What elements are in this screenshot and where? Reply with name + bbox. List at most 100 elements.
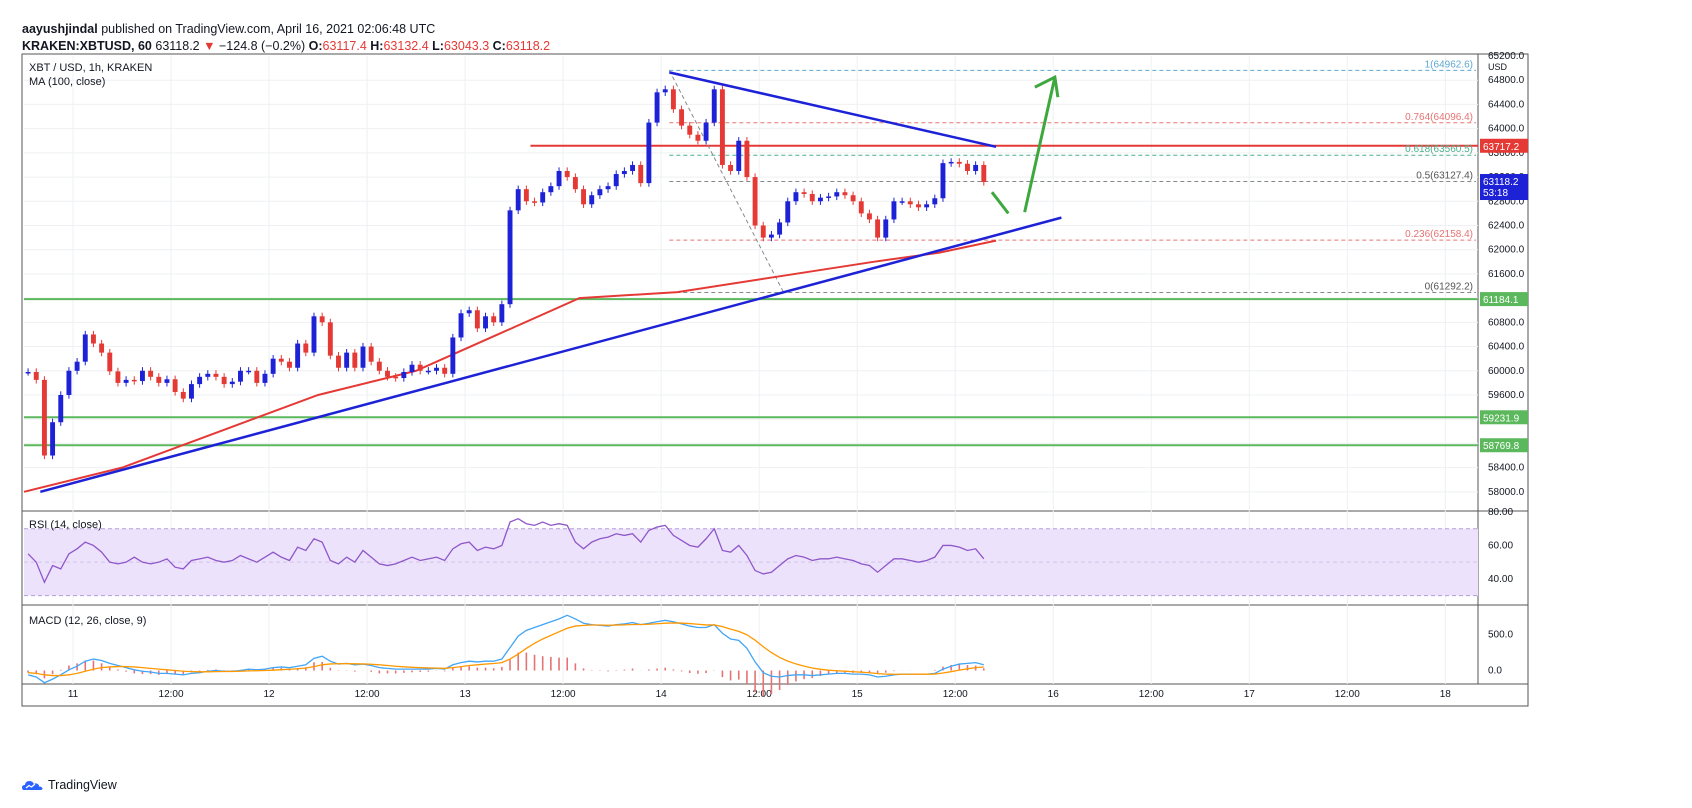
candle-body [33, 371, 39, 380]
price-tick-label: 64800.0 [1488, 75, 1525, 86]
candle-body [491, 316, 497, 323]
last-price-tag [1480, 174, 1528, 201]
price-change: −124.8 (−0.2%) [218, 39, 306, 53]
price-tick-label: 63600.0 [1488, 148, 1525, 159]
trendline [669, 71, 997, 149]
publish-info: published on TradingView.com, April 16, … [101, 22, 436, 36]
candle-body [66, 370, 72, 395]
candle-body [809, 194, 815, 202]
candle-body [99, 343, 105, 353]
time-tick-label: 12 [263, 689, 275, 700]
candle-body [548, 186, 554, 193]
rsi-tick-label: 80.00 [1488, 507, 1513, 518]
fib-level-label: 0.236(62158.4) [1405, 229, 1473, 240]
candle-body [442, 367, 448, 374]
candle-body [74, 361, 80, 371]
candle-body [50, 422, 56, 456]
candle-body [768, 234, 774, 238]
price-tick-label: 61600.0 [1488, 269, 1525, 280]
author-name[interactable]: aayushjindal [22, 22, 98, 36]
low-value: 63043.3 [443, 39, 490, 53]
candle-body [564, 171, 570, 178]
currency-label: USD [1488, 62, 1508, 72]
price-tick-label: 62000.0 [1488, 245, 1525, 256]
candle-body [450, 337, 456, 374]
arrow-head-icon [1034, 74, 1060, 98]
candle-body [164, 379, 170, 383]
candle-body [695, 134, 701, 141]
price-level-label: 61184.1 [1483, 295, 1519, 306]
candle-body [826, 196, 832, 198]
candle-body [385, 370, 390, 377]
price-level-tag [1480, 138, 1528, 153]
candle-body [662, 89, 668, 93]
candle-body [466, 310, 472, 314]
candle-body [303, 343, 309, 353]
candle-body [352, 352, 358, 368]
candle-body [581, 189, 586, 205]
price-tick-label: 65200.0 [1488, 51, 1525, 62]
candle-body [638, 164, 644, 184]
change-arrow-icon: ▼ [203, 39, 216, 53]
candle-body [613, 174, 619, 187]
time-tick-label: 17 [1244, 689, 1256, 700]
candle-body [115, 371, 121, 383]
candle-body [319, 316, 325, 323]
candle-body [932, 198, 938, 205]
last-price-label: 63118.2 [1483, 177, 1519, 188]
trendline [40, 216, 1062, 494]
symbol-label: KRAKEN:XBTUSD, 60 [22, 39, 152, 53]
tradingview-cloud-icon [22, 781, 43, 790]
candle-body [744, 140, 750, 178]
close-label: C: [492, 39, 506, 53]
candle-body [123, 379, 129, 383]
macd-line [27, 614, 984, 684]
candle-body [131, 379, 137, 382]
time-tick-label: 14 [656, 689, 668, 700]
fib-level-label: 1(64962.6) [1425, 59, 1473, 70]
ohlc-line: KRAKEN:XBTUSD, 60 63118.2 ▼ −124.8 (−0.2… [22, 39, 550, 53]
candle-body [58, 394, 64, 423]
candle-body [891, 201, 897, 220]
price-level-tag [1480, 410, 1528, 425]
price-level-tag [1480, 438, 1528, 453]
macd-signal-line [28, 622, 984, 677]
candle-body [646, 122, 652, 184]
candle-body [327, 322, 333, 356]
candle-body [148, 370, 154, 377]
candle-body [221, 376, 227, 385]
candle-body [458, 313, 464, 338]
candle-body [82, 334, 88, 362]
ma-line [23, 239, 997, 493]
candle-body [229, 381, 235, 385]
candle-body [793, 192, 799, 202]
time-tick-label: 12:00 [943, 689, 968, 700]
candle-body [654, 92, 660, 123]
candle-body [139, 370, 145, 382]
projection-arrow-up [1023, 76, 1057, 213]
candle-body [401, 371, 407, 379]
candle-body [981, 164, 987, 183]
candle-body [899, 201, 905, 203]
tradingview-logo[interactable]: TradingView [22, 778, 117, 792]
candle-body [287, 361, 292, 368]
candle-body [107, 352, 113, 372]
macd-tick-label: 0.0 [1488, 666, 1502, 677]
candle-body [25, 371, 31, 374]
candle-body [213, 373, 219, 377]
candle-body [589, 195, 595, 205]
ma-indicator-label: MA (100, close) [29, 76, 105, 88]
tradingview-label: TradingView [48, 778, 117, 792]
price-tick-label: 62800.0 [1488, 196, 1525, 207]
candle-body [254, 370, 260, 383]
candle-body [532, 201, 537, 203]
candle-body [246, 370, 252, 373]
candle-body [205, 373, 211, 377]
candle-body [393, 376, 399, 379]
price-level-label: 63717.2 [1483, 142, 1520, 153]
candle-body [238, 370, 243, 382]
candle-body [499, 304, 505, 323]
candle-body [940, 163, 946, 199]
candle-body [703, 122, 709, 141]
